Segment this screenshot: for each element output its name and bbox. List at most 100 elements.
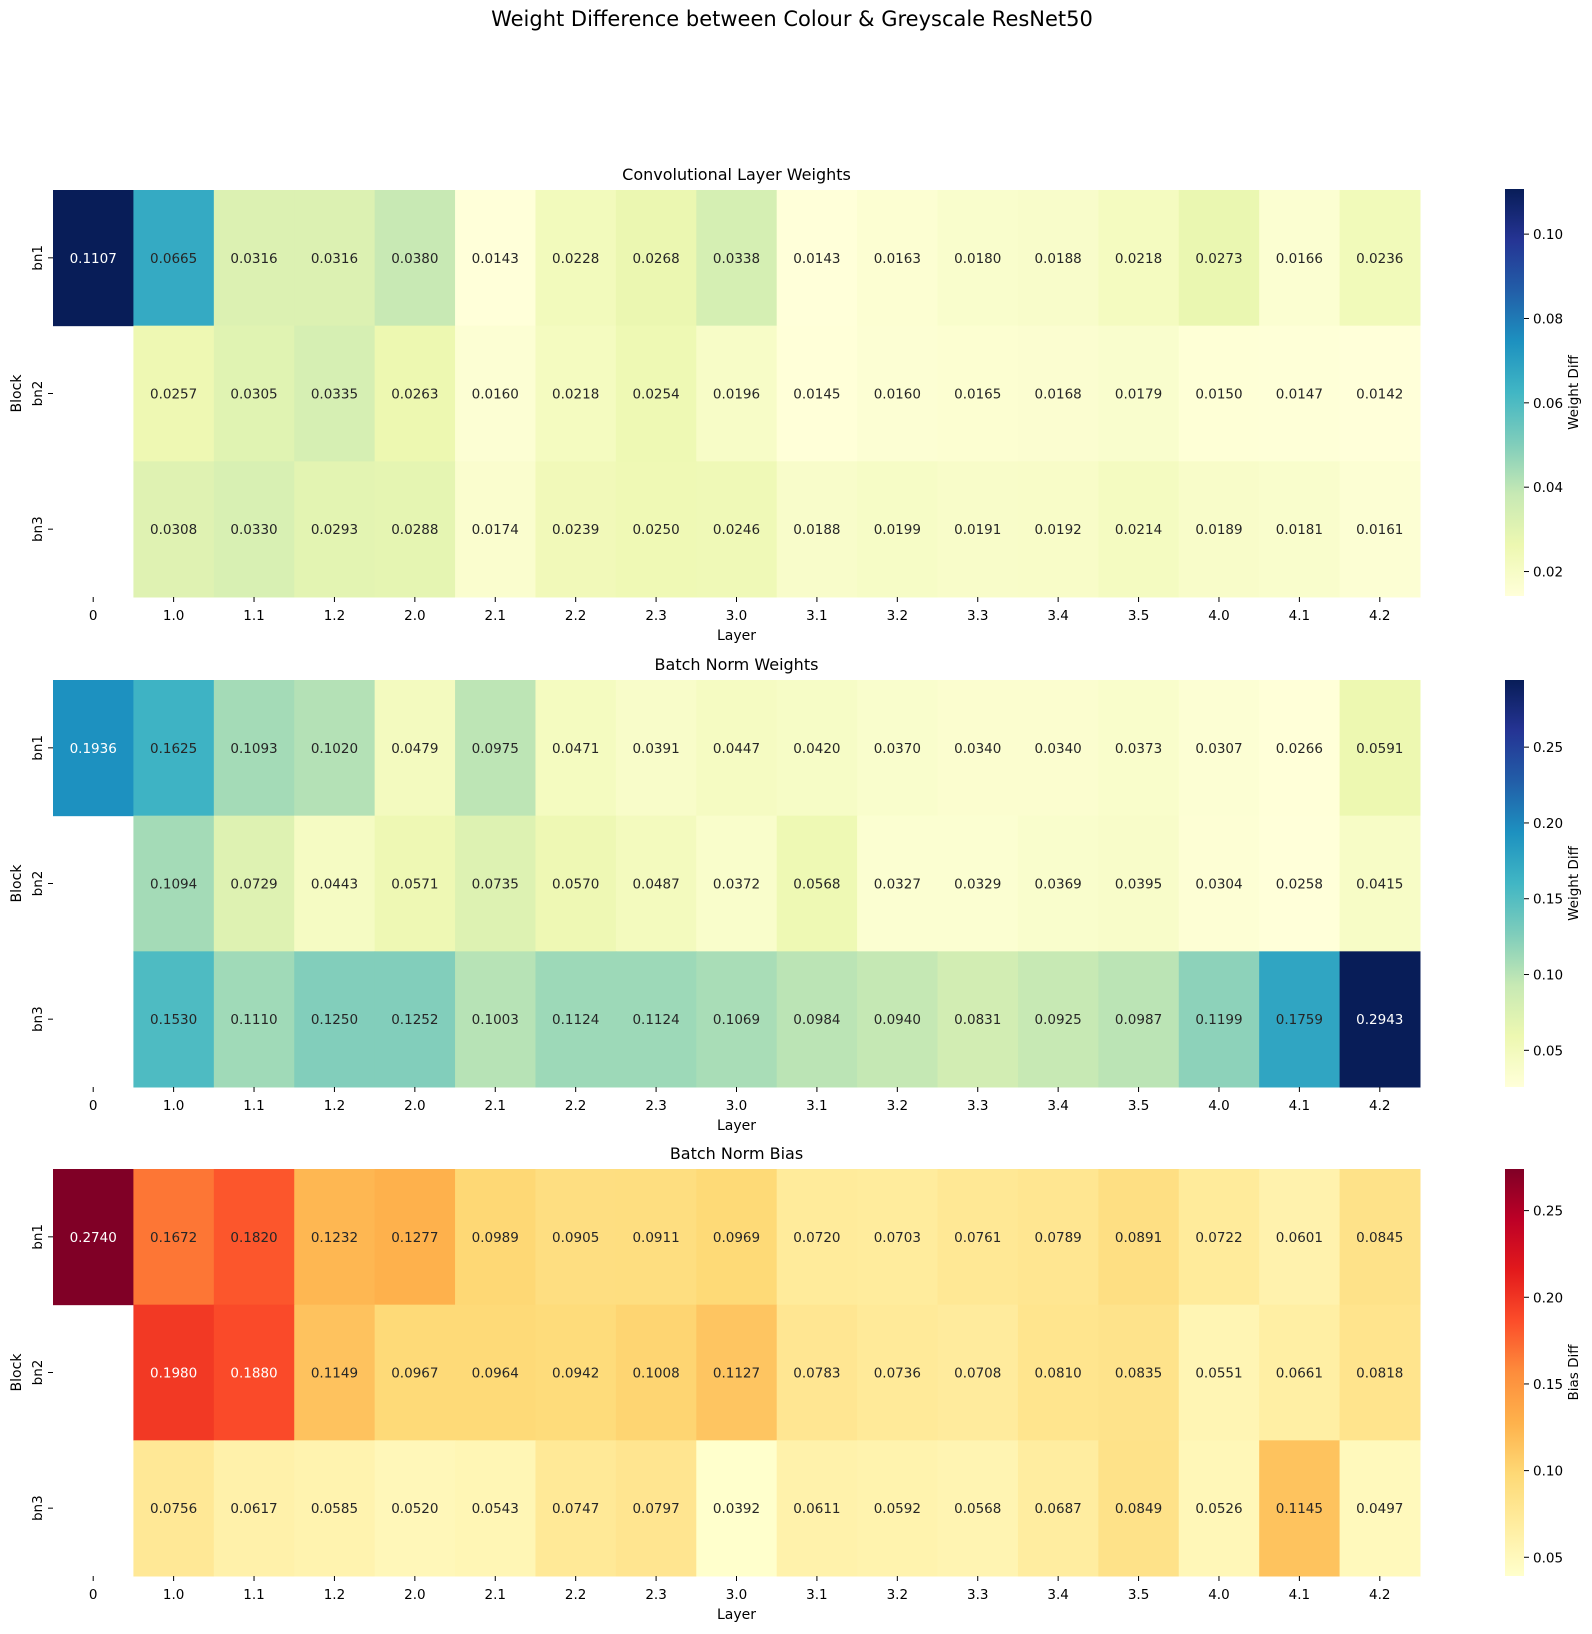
- cell-value-label: 0.0188: [793, 522, 840, 538]
- heatmap-cell: [374, 190, 456, 327]
- cell-value-label: 0.0810: [1035, 1366, 1082, 1382]
- x-tick-label: 3.5: [1128, 1098, 1149, 1114]
- cell-value-label: 0.0831: [954, 1012, 1001, 1028]
- heatmap-cell: [213, 680, 295, 817]
- cell-value-label: 0.0307: [1195, 741, 1242, 757]
- heatmap-cell: [776, 815, 858, 952]
- cell-value-label: 0.0179: [1115, 387, 1162, 403]
- heatmap-cell: [455, 1169, 536, 1306]
- cell-value-label: 0.1250: [311, 1012, 358, 1028]
- x-tick-label: 1.1: [243, 1587, 264, 1603]
- x-tick-label: 1.2: [324, 1587, 345, 1603]
- heatmap-cell: [696, 1169, 778, 1306]
- cell-value-label: 0.1003: [472, 1012, 519, 1028]
- heatmap-cell: [294, 680, 376, 817]
- heatmap-cell: [535, 1440, 617, 1577]
- heatmap-cell: [213, 815, 295, 952]
- y-tick-label: bn1: [30, 245, 46, 271]
- heatmap-cell: [615, 951, 697, 1088]
- cell-value-label: 0.0989: [472, 1230, 519, 1246]
- heatmap-cell: [857, 1169, 939, 1306]
- colorbar-tick-label: 0.25: [1533, 1204, 1563, 1220]
- cell-value-label: 0.0304: [1195, 877, 1242, 893]
- heatmap-cell: [535, 951, 617, 1088]
- cell-value-label: 0.1008: [632, 1366, 679, 1382]
- heatmap-cell: [535, 815, 617, 952]
- cell-value-label: 0.1093: [230, 741, 277, 757]
- heatmap-cell: [937, 1440, 1019, 1577]
- cell-value-label: 0.0735: [472, 877, 519, 893]
- cell-value-label: 0.0143: [472, 251, 519, 267]
- cell-value-label: 0.1069: [713, 1012, 760, 1028]
- heatmap-cell: [374, 461, 456, 598]
- heatmap-cell: [1259, 461, 1341, 598]
- heatmap-cell: [133, 190, 215, 327]
- heatmap-cell: [937, 461, 1019, 598]
- cell-value-label: 0.1107: [70, 251, 117, 267]
- heatmap-cell: [1178, 1304, 1260, 1441]
- heatmap-cell: [535, 461, 617, 598]
- colorbar-tick-label: 0.15: [1533, 1377, 1563, 1393]
- cell-value-label: 0.0145: [793, 387, 840, 403]
- cell-value-label: 0.0180: [954, 251, 1001, 267]
- cell-value-label: 0.0218: [552, 387, 599, 403]
- heatmap-cell: [857, 461, 939, 598]
- cell-value-label: 0.0571: [391, 877, 438, 893]
- cell-value-label: 0.0316: [230, 251, 277, 267]
- cell-value-label: 0.0338: [713, 251, 760, 267]
- colorbar-tick-label: 0.20: [1533, 1290, 1563, 1306]
- cell-value-label: 0.0891: [1115, 1230, 1162, 1246]
- cell-value-label: 0.0761: [954, 1230, 1001, 1246]
- heatmap-cell: [374, 951, 456, 1088]
- cell-value-label: 0.1672: [150, 1230, 197, 1246]
- cell-value-label: 0.0471: [552, 741, 599, 757]
- y-tick-label: bn3: [30, 516, 46, 542]
- heatmap-cell: [53, 1169, 134, 1306]
- colorbar: [1505, 1169, 1524, 1576]
- cell-value-label: 0.0687: [1035, 1501, 1082, 1517]
- heatmap-cell: [1339, 1169, 1421, 1306]
- cell-value-label: 0.0543: [472, 1501, 519, 1517]
- cell-value-label: 0.0942: [552, 1366, 599, 1382]
- x-tick-label: 4.2: [1369, 1098, 1390, 1114]
- x-tick-label: 1.1: [243, 608, 264, 624]
- heatmap-cell: [374, 1169, 456, 1306]
- heatmap-cell: [1259, 1304, 1341, 1441]
- heatmap-cell: [535, 190, 617, 327]
- heatmap-cell: [1259, 190, 1341, 327]
- heatmap-cell: [615, 190, 697, 327]
- x-tick-label: 0: [89, 1587, 98, 1603]
- colorbar-tick-label: 0.04: [1533, 480, 1563, 496]
- x-tick-label: 2.3: [645, 608, 666, 624]
- heatmap-cell: [937, 190, 1019, 327]
- heatmap-cell: [213, 190, 295, 327]
- cell-value-label: 0.0703: [874, 1230, 921, 1246]
- heatmap-cell: [455, 325, 536, 462]
- cell-value-label: 0.0420: [793, 741, 840, 757]
- cell-value-label: 0.0984: [793, 1012, 840, 1028]
- cell-value-label: 0.0181: [1276, 522, 1323, 538]
- cell-value-label: 0.0479: [391, 741, 438, 757]
- x-tick-label: 3.3: [967, 1587, 988, 1603]
- x-tick-label: 3.4: [1047, 608, 1068, 624]
- cell-value-label: 0.1124: [552, 1012, 599, 1028]
- heatmap-cell: [374, 1440, 456, 1577]
- y-tick-label: bn2: [30, 871, 46, 897]
- x-axis-label: Layer: [717, 628, 756, 644]
- x-tick-label: 2.3: [645, 1587, 666, 1603]
- cell-value-label: 0.1625: [150, 741, 197, 757]
- heatmap-cell: [776, 951, 858, 1088]
- colorbar: [1505, 189, 1524, 596]
- heatmap-cell: [615, 325, 697, 462]
- colorbar-tick-label: 0.02: [1533, 565, 1563, 581]
- heatmap-cell: [535, 680, 617, 817]
- cell-value-label: 0.0592: [874, 1501, 921, 1517]
- x-tick-label: 3.3: [967, 1098, 988, 1114]
- heatmap-cell: [133, 1169, 215, 1306]
- heatmap-cell: [1339, 325, 1421, 462]
- heatmap-cell: [374, 1304, 456, 1441]
- heatmap-cell: [213, 1440, 295, 1577]
- heatmap-cell: [615, 1304, 697, 1441]
- x-tick-label: 2.2: [565, 1587, 586, 1603]
